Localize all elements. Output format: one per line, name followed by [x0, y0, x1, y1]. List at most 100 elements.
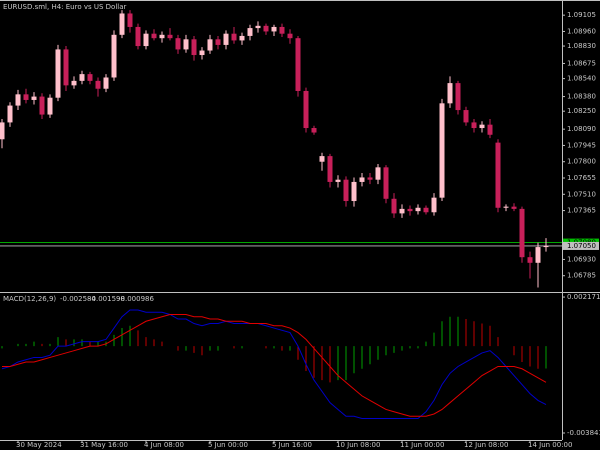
candle-body [167, 34, 173, 39]
candle-body [503, 206, 509, 208]
candle-body [55, 49, 61, 98]
y-tick-label: 1.08540 [567, 75, 596, 83]
candle-body [135, 26, 141, 47]
x-tick-label: 31 May 16:00 [80, 441, 128, 449]
histogram-value: -0.000986 [118, 295, 154, 303]
candle-body [311, 128, 317, 133]
x-tick-label: 30 May 2024 [16, 441, 62, 449]
y-tick-label: 1.08380 [567, 93, 596, 101]
candle-body [399, 208, 405, 214]
candle-body [343, 179, 349, 202]
candle-body [47, 97, 53, 115]
candle-body [223, 33, 229, 45]
candle-body [199, 50, 205, 56]
candle-body [319, 156, 325, 162]
candle-body [303, 90, 309, 129]
candle-body [159, 34, 165, 39]
x-tick-label: 11 Jun 00:00 [400, 441, 444, 449]
x-tick-label: 12 Jun 08:00 [464, 441, 508, 449]
candle-body [175, 38, 181, 50]
y-tick-label: 1.08675 [567, 59, 596, 67]
candle-body [367, 177, 373, 180]
candle-body [359, 177, 365, 182]
candle-body [511, 206, 517, 209]
y-tick-label: 1.07655 [567, 174, 596, 182]
chart-title: EURUSD.sml, H4: Euro vs US Dollar [3, 3, 127, 11]
candle-body [407, 208, 413, 212]
candle-body [215, 39, 221, 45]
price-label-box [563, 241, 599, 250]
candle-body [255, 25, 261, 29]
candle-body [335, 179, 341, 182]
candle-body [543, 245, 549, 248]
y-tick-label: 1.08250 [567, 107, 596, 115]
y-tick-label: 1.09105 [567, 11, 596, 19]
candle-body [87, 74, 93, 81]
candle-body [279, 26, 285, 34]
candle-body [7, 105, 13, 123]
candle-body [0, 122, 5, 140]
y-tick-label: 1.08960 [567, 27, 596, 35]
candle-body [127, 13, 133, 27]
candle-body [111, 34, 117, 78]
candle-body [207, 39, 213, 51]
y-tick-label: 1.08830 [567, 42, 596, 50]
candle-body [535, 247, 541, 263]
candle-body [39, 96, 45, 115]
y-tick-label: -0.003841 [567, 429, 600, 437]
macd-line [2, 313, 547, 417]
candle-body [519, 208, 525, 258]
x-tick-label: 10 Jun 08:00 [336, 441, 380, 449]
x-tick-label: 5 Jun 00:00 [208, 441, 248, 449]
candle-body [479, 124, 485, 129]
y-tick-label: 1.06930 [567, 255, 596, 263]
candle-body [431, 197, 437, 213]
price-label: 1.07050 [567, 242, 596, 250]
y-tick-label: 0.002171 [567, 293, 600, 301]
candle-body [495, 142, 501, 208]
candle-body [103, 77, 109, 89]
candle-body [79, 74, 85, 81]
y-tick-label: 1.07510 [567, 190, 596, 198]
candle-body [71, 80, 77, 86]
candle-body [23, 94, 29, 100]
y-tick-label: 1.07800 [567, 158, 596, 166]
candle-body [351, 181, 357, 202]
candle-body [239, 35, 245, 41]
candle-body [487, 124, 493, 135]
candle-body [119, 13, 125, 35]
x-tick-label: 5 Jun 16:00 [272, 441, 312, 449]
candle-body [287, 33, 293, 39]
candle-body [31, 96, 37, 100]
y-tick-label: 1.07945 [567, 141, 596, 149]
macd-value: -0.002584 [60, 295, 96, 303]
candle-body [15, 94, 21, 106]
x-tick-label: 4 Jun 08:00 [144, 441, 184, 449]
macd-title: MACD(12,26,9) [3, 295, 56, 303]
candle-body [271, 26, 277, 32]
x-tick-label: 14 Jun 00:00 [528, 441, 572, 449]
candle-body [415, 207, 421, 212]
candle-body [191, 39, 197, 56]
candle-body [295, 38, 301, 91]
candle-body [151, 33, 157, 39]
signal-value: -0.001598 [89, 295, 125, 303]
macd-line [1, 309, 547, 420]
y-tick-label: 1.08090 [567, 125, 596, 133]
candle-body [527, 257, 533, 263]
candle-body [383, 167, 389, 199]
candle-body [375, 167, 381, 180]
candle-body [231, 33, 237, 41]
candle-body [247, 28, 253, 36]
candle-body [327, 156, 333, 182]
candle-body [447, 83, 453, 104]
y-tick-label: 1.07365 [567, 207, 596, 215]
y-tick-label: 1.06785 [567, 272, 596, 280]
candle-body [463, 110, 469, 123]
candle-body [263, 25, 269, 32]
candle-body [439, 103, 445, 198]
candle-body [471, 122, 477, 129]
candle-body [143, 33, 149, 47]
